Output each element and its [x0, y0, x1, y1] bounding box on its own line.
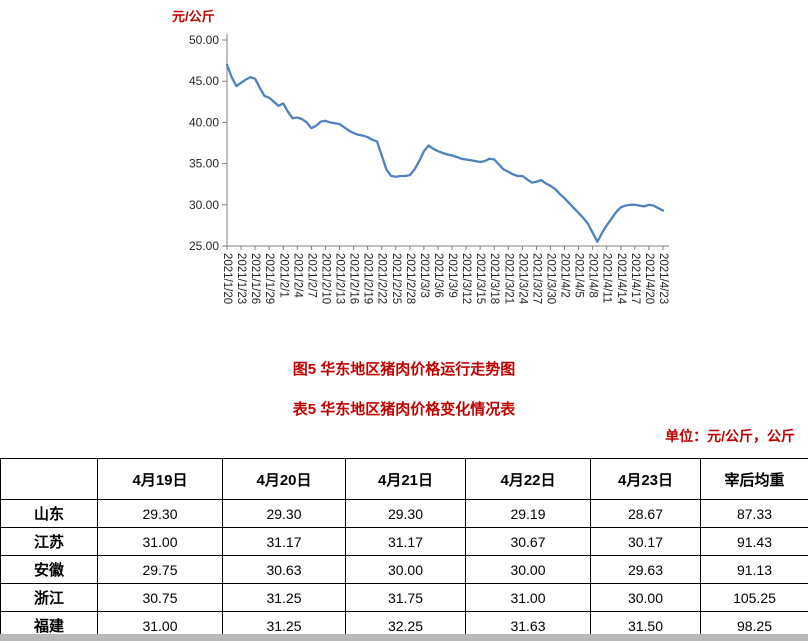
column-header: 4月20日 — [222, 458, 346, 500]
svg-text:2021/3/24: 2021/3/24 — [516, 253, 528, 305]
table-cell: 31.00 — [465, 583, 591, 612]
svg-text:2021/4/2: 2021/4/2 — [559, 253, 571, 298]
svg-text:2021/4/5: 2021/4/5 — [573, 253, 585, 298]
svg-text:2021/4/23: 2021/4/23 — [657, 253, 669, 304]
svg-text:2021/1/23: 2021/1/23 — [235, 253, 247, 304]
table-cell: 105.25 — [700, 583, 808, 612]
price-table: 4月19日 4月20日 4月21日 4月22日 4月23日 宰后均重 山东 29.30 29.3… — [0, 458, 808, 640]
figure-caption: 图5 华东地区猪肉价格运行走势图 — [292, 361, 516, 378]
table-cell: 31.17 — [222, 527, 346, 556]
svg-text:2021/3/30: 2021/3/30 — [545, 253, 557, 304]
table-row: 浙江 30.75 31.25 31.75 31.00 30.00 105.25 — [0, 583, 808, 612]
svg-text:2021/2/7: 2021/2/7 — [305, 253, 317, 298]
table-cell: 29.19 — [465, 499, 591, 528]
svg-text:30.00: 30.00 — [189, 198, 219, 212]
column-header — [0, 458, 98, 500]
table-header-row: 4月19日 4月20日 4月21日 4月22日 4月23日 宰后均重 — [0, 458, 808, 500]
table-cell: 30.75 — [97, 583, 223, 612]
table-caption: 表5 华东地区猪肉价格变化情况表 — [292, 401, 516, 418]
table-cell: 30.17 — [590, 527, 701, 556]
svg-text:2021/3/21: 2021/3/21 — [502, 253, 514, 304]
svg-text:45.00: 45.00 — [189, 74, 219, 88]
row-label: 山东 — [0, 499, 98, 528]
table-cell: 91.13 — [700, 555, 808, 584]
svg-text:2021/2/16: 2021/2/16 — [348, 253, 360, 304]
svg-text:2021/2/25: 2021/2/25 — [390, 253, 402, 304]
svg-text:2021/3/27: 2021/3/27 — [530, 253, 542, 304]
column-header: 4月21日 — [345, 458, 466, 500]
column-header: 4月23日 — [590, 458, 701, 500]
svg-text:2021/4/17: 2021/4/17 — [629, 253, 641, 304]
table-cell: 31.17 — [345, 527, 466, 556]
svg-text:35.00: 35.00 — [189, 157, 219, 171]
table-cell: 30.00 — [590, 583, 701, 612]
table-cell: 29.30 — [345, 499, 466, 528]
table-cell: 30.67 — [465, 527, 591, 556]
row-label: 江苏 — [0, 527, 98, 556]
table-cell: 30.63 — [222, 555, 346, 584]
table-cell: 31.25 — [222, 583, 346, 612]
table-cell: 30.00 — [345, 555, 466, 584]
svg-text:2021/1/20: 2021/1/20 — [221, 253, 233, 304]
table-row: 江苏 31.00 31.17 31.17 30.67 30.17 91.43 — [0, 527, 808, 556]
svg-text:2021/4/14: 2021/4/14 — [615, 253, 627, 305]
column-header: 4月22日 — [465, 458, 591, 500]
table-cell: 91.43 — [700, 527, 808, 556]
svg-text:2021/1/26: 2021/1/26 — [249, 253, 261, 304]
table-cell: 31.75 — [345, 583, 466, 612]
table-row: 安徽 29.75 30.63 30.00 30.00 29.63 91.13 — [0, 555, 808, 584]
table-cell: 31.00 — [97, 527, 223, 556]
bottom-edge-strip — [0, 634, 808, 641]
svg-text:2021/2/28: 2021/2/28 — [404, 253, 416, 304]
table-cell: 30.00 — [465, 555, 591, 584]
svg-text:50.00: 50.00 — [189, 33, 219, 47]
svg-text:2021/4/8: 2021/4/8 — [587, 253, 599, 298]
svg-text:2021/3/9: 2021/3/9 — [446, 253, 458, 298]
svg-text:2021/3/6: 2021/3/6 — [432, 253, 444, 298]
row-label: 浙江 — [0, 583, 98, 612]
svg-text:25.00: 25.00 — [189, 239, 219, 253]
table-cell: 87.33 — [700, 499, 808, 528]
svg-text:2021/3/18: 2021/3/18 — [488, 253, 500, 304]
table-cell: 29.63 — [590, 555, 701, 584]
unit-label: 单位：元/公斤，公斤 — [665, 428, 795, 444]
svg-text:2021/2/22: 2021/2/22 — [376, 253, 388, 304]
svg-text:2021/2/19: 2021/2/19 — [362, 253, 374, 304]
y-axis-title: 元/公斤 — [172, 9, 215, 24]
svg-text:40.00: 40.00 — [189, 115, 219, 129]
svg-text:2021/2/4: 2021/2/4 — [291, 253, 303, 298]
table-cell: 29.75 — [97, 555, 223, 584]
table-row: 山东 29.30 29.30 29.30 29.19 28.67 87.33 — [0, 499, 808, 528]
column-header: 4月19日 — [97, 458, 223, 500]
svg-text:2021/3/15: 2021/3/15 — [474, 253, 486, 304]
svg-text:2021/4/20: 2021/4/20 — [643, 253, 655, 304]
svg-text:2021/1/29: 2021/1/29 — [263, 253, 275, 304]
column-header: 宰后均重 — [700, 458, 808, 500]
row-label: 安徽 — [0, 555, 98, 584]
table-cell: 28.67 — [590, 499, 701, 528]
table-cell: 29.30 — [222, 499, 346, 528]
svg-text:2021/3/3: 2021/3/3 — [418, 253, 430, 298]
svg-text:2021/2/13: 2021/2/13 — [334, 253, 346, 304]
svg-text:2021/4/11: 2021/4/11 — [601, 253, 613, 303]
svg-text:2021/2/10: 2021/2/10 — [320, 253, 332, 304]
svg-text:2021/2/1: 2021/2/1 — [277, 253, 289, 298]
table-cell: 29.30 — [97, 499, 223, 528]
svg-text:2021/3/12: 2021/3/12 — [460, 253, 472, 304]
